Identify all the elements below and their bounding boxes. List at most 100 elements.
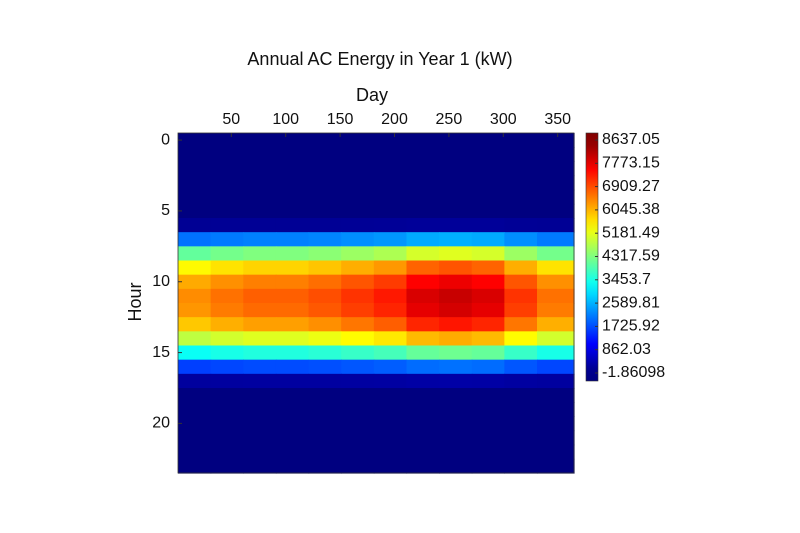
- heat-cell: [243, 288, 277, 304]
- heat-cell: [471, 430, 505, 446]
- heat-cell: [373, 246, 408, 262]
- heat-cell: [308, 133, 342, 148]
- heat-cell: [210, 345, 244, 361]
- heat-cell: [210, 317, 244, 332]
- heat-cell: [341, 147, 375, 162]
- heat-cell: [275, 232, 310, 247]
- heat-cell: [308, 373, 342, 389]
- heat-cell: [275, 274, 310, 290]
- heat-cell: [243, 359, 277, 375]
- heat-cell: [341, 402, 375, 417]
- heat-cell: [308, 246, 342, 262]
- heat-cell: [471, 402, 505, 417]
- heat-cell: [537, 133, 575, 148]
- heat-cell: [504, 260, 538, 276]
- heat-cell: [275, 430, 310, 446]
- heat-cell: [178, 373, 212, 389]
- heat-cell: [406, 359, 440, 375]
- heat-cell: [308, 274, 342, 290]
- heat-cell: [341, 260, 375, 276]
- heat-cell: [537, 218, 575, 233]
- heat-cell: [537, 189, 575, 205]
- heat-cell: [471, 161, 505, 177]
- x-tick-label: 200: [381, 111, 408, 128]
- heat-cell: [439, 388, 473, 403]
- heat-cell: [373, 331, 408, 347]
- heat-cell: [275, 388, 310, 403]
- heat-cell: [471, 246, 505, 262]
- heat-cell: [341, 317, 375, 332]
- x-tick-label: 350: [544, 111, 571, 128]
- heat-cell: [406, 133, 440, 148]
- heat-cell: [308, 444, 342, 460]
- heat-cell: [504, 331, 538, 347]
- heat-cell: [439, 345, 473, 361]
- heat-cell: [243, 388, 277, 403]
- heat-cell: [439, 147, 473, 162]
- heat-cell: [537, 161, 575, 177]
- heat-cell: [178, 218, 212, 233]
- heat-cell: [439, 232, 473, 247]
- heat-cell: [373, 345, 408, 361]
- y-tick-label: 15: [152, 344, 170, 361]
- heat-cell: [243, 260, 277, 276]
- colorbar-tick-label: 1725.92: [602, 318, 660, 335]
- heat-cell: [341, 444, 375, 460]
- heat-cell: [406, 303, 440, 318]
- heat-cell: [243, 331, 277, 347]
- heat-cell: [308, 331, 342, 347]
- heat-cell: [373, 203, 408, 219]
- heat-cell: [275, 133, 310, 148]
- heat-cell: [504, 203, 538, 219]
- heat-cell: [243, 246, 277, 262]
- heat-cell: [537, 373, 575, 389]
- heat-cell: [210, 189, 244, 205]
- heat-cell: [275, 317, 310, 332]
- heat-cell: [439, 274, 473, 290]
- heat-cell: [210, 402, 244, 417]
- heat-cell: [373, 402, 408, 417]
- heat-cell: [373, 189, 408, 205]
- heat-cell: [373, 175, 408, 191]
- heat-cell: [471, 416, 505, 432]
- heat-cell: [439, 444, 473, 460]
- heat-cell: [308, 402, 342, 417]
- heat-cell: [406, 430, 440, 446]
- heat-cell: [439, 246, 473, 262]
- heat-cell: [275, 218, 310, 233]
- heat-cell: [537, 388, 575, 403]
- heat-cell: [341, 345, 375, 361]
- heat-cell: [373, 147, 408, 162]
- heat-cell: [504, 161, 538, 177]
- heat-cell: [210, 430, 244, 446]
- y-axis-label: Hour: [125, 282, 145, 321]
- heat-cell: [243, 161, 277, 177]
- heat-cell: [537, 147, 575, 162]
- heat-cell: [308, 189, 342, 205]
- heat-cell: [471, 373, 505, 389]
- heat-cell: [308, 161, 342, 177]
- heat-cell: [275, 331, 310, 347]
- heat-cell: [504, 402, 538, 417]
- heat-cell: [210, 373, 244, 389]
- heat-cell: [243, 175, 277, 191]
- heat-cell: [406, 203, 440, 219]
- heat-cell: [341, 288, 375, 304]
- heat-cell: [537, 331, 575, 347]
- heat-cell: [504, 189, 538, 205]
- heat-cell: [308, 218, 342, 233]
- heat-cell: [178, 232, 212, 247]
- heat-cell: [243, 416, 277, 432]
- heat-cell: [406, 147, 440, 162]
- heat-cell: [406, 260, 440, 276]
- y-tick-label: 10: [152, 273, 170, 290]
- heat-cell: [210, 303, 244, 318]
- heat-cell: [439, 203, 473, 219]
- heat-cell: [210, 232, 244, 247]
- heat-cell: [308, 416, 342, 432]
- heat-cell: [275, 175, 310, 191]
- heat-cell: [341, 246, 375, 262]
- heat-cell: [308, 388, 342, 403]
- heat-cell: [341, 133, 375, 148]
- heat-cell: [537, 232, 575, 247]
